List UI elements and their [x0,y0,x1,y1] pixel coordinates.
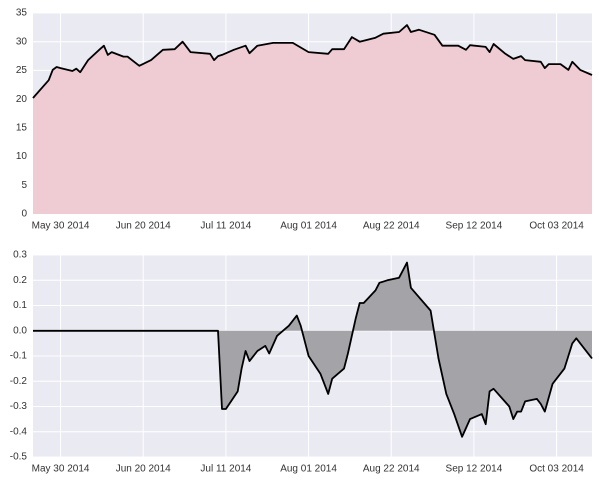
area-fill [33,25,592,214]
y-tick-label: -0.1 [10,351,28,362]
x-tick-label: Oct 03 2014 [529,221,584,232]
x-tick-label: Jun 20 2014 [116,464,171,475]
x-tick-label: Aug 22 2014 [363,464,420,475]
y-tick-label: -0.5 [10,452,28,463]
x-tick-label: May 30 2014 [32,221,90,232]
y-tick-label: 10 [16,151,28,162]
y-tick-label: 35 [16,8,28,19]
x-tick-label: Jul 11 2014 [200,221,251,232]
y-tick-label: 5 [21,180,27,191]
y-tick-label: 0 [21,209,27,220]
x-tick-label: Aug 22 2014 [363,221,420,232]
x-tick-label: Oct 03 2014 [529,464,584,475]
y-tick-label: 0.1 [13,300,27,311]
y-tick-label: 15 [16,122,28,133]
line [33,261,593,438]
y-tick-label: 0.0 [13,325,27,336]
y-tick-label: -0.2 [10,376,28,387]
line [32,24,593,99]
y-tick-label: 0.2 [13,275,27,286]
x-tick-label: Jun 20 2014 [116,221,171,232]
area-fill [33,262,592,437]
y-tick-label: 0.3 [13,250,27,261]
x-tick-label: Aug 01 2014 [280,464,337,475]
x-tick-label: Jul 11 2014 [200,464,251,475]
y-tick-label: -0.4 [10,426,28,437]
x-tick-label: Sep 12 2014 [446,221,503,232]
y-tick-label: 20 [16,94,28,105]
y-tick-label: -0.3 [10,401,28,412]
x-tick-label: May 30 2014 [32,464,90,475]
x-tick-label: Aug 01 2014 [280,221,337,232]
y-tick-label: 30 [16,36,28,47]
y-tick-label: 25 [16,65,28,76]
x-tick-label: Sep 12 2014 [446,464,503,475]
